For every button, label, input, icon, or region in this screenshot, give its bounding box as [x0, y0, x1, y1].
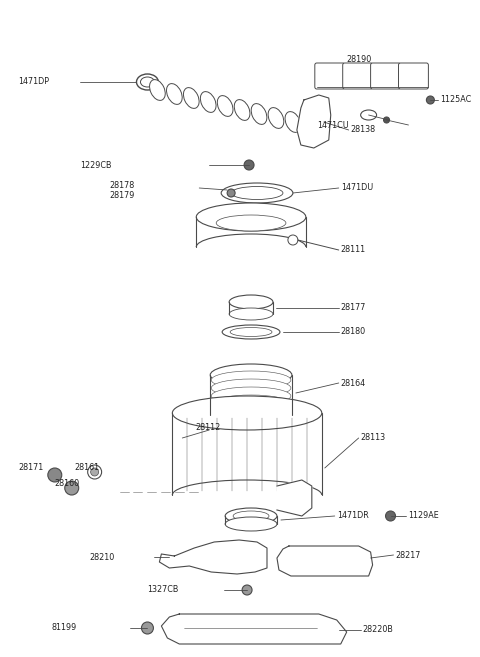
- Text: 28112: 28112: [195, 424, 220, 432]
- Text: 1471DR: 1471DR: [337, 512, 369, 520]
- Ellipse shape: [150, 79, 165, 101]
- Ellipse shape: [211, 403, 291, 421]
- Ellipse shape: [211, 371, 291, 389]
- Text: 28113: 28113: [360, 434, 386, 443]
- Ellipse shape: [268, 108, 284, 128]
- FancyBboxPatch shape: [315, 63, 345, 89]
- Ellipse shape: [141, 77, 155, 87]
- Text: 81199: 81199: [52, 623, 77, 633]
- Ellipse shape: [229, 308, 273, 320]
- Circle shape: [385, 511, 396, 521]
- Circle shape: [65, 481, 79, 495]
- Polygon shape: [277, 480, 312, 516]
- Ellipse shape: [360, 110, 377, 120]
- Text: 28160: 28160: [55, 480, 80, 489]
- Text: 28171: 28171: [18, 463, 43, 472]
- Polygon shape: [159, 540, 267, 574]
- Text: 28190: 28190: [347, 55, 372, 64]
- FancyBboxPatch shape: [398, 63, 428, 89]
- Circle shape: [426, 96, 434, 104]
- Ellipse shape: [183, 87, 199, 108]
- Ellipse shape: [172, 396, 322, 430]
- Ellipse shape: [285, 112, 301, 133]
- Text: 1229CB: 1229CB: [80, 160, 111, 170]
- Text: 28164: 28164: [341, 378, 366, 388]
- Circle shape: [227, 189, 235, 197]
- Circle shape: [48, 468, 62, 482]
- Ellipse shape: [217, 96, 233, 116]
- Ellipse shape: [313, 556, 345, 568]
- Ellipse shape: [232, 631, 262, 639]
- Text: 28179: 28179: [109, 191, 135, 200]
- Text: 28161: 28161: [75, 463, 100, 472]
- Circle shape: [288, 235, 298, 245]
- Circle shape: [242, 585, 252, 595]
- Ellipse shape: [229, 295, 273, 309]
- FancyBboxPatch shape: [343, 63, 372, 89]
- Ellipse shape: [221, 183, 293, 203]
- Ellipse shape: [211, 379, 291, 397]
- Text: 28177: 28177: [341, 304, 366, 313]
- Ellipse shape: [231, 187, 283, 200]
- Ellipse shape: [230, 327, 272, 336]
- Circle shape: [88, 465, 102, 479]
- Ellipse shape: [136, 74, 158, 90]
- Text: 1471DP: 1471DP: [18, 78, 49, 87]
- Ellipse shape: [225, 517, 277, 531]
- Ellipse shape: [211, 387, 291, 405]
- Circle shape: [142, 622, 154, 634]
- Text: 1125AC: 1125AC: [440, 95, 471, 104]
- Circle shape: [244, 160, 254, 170]
- Circle shape: [91, 468, 98, 476]
- Polygon shape: [297, 95, 331, 148]
- Text: 1327CB: 1327CB: [147, 585, 179, 595]
- Ellipse shape: [225, 508, 277, 524]
- Text: 28138: 28138: [351, 125, 376, 135]
- Text: 28180: 28180: [341, 327, 366, 336]
- Ellipse shape: [216, 215, 286, 231]
- Polygon shape: [277, 546, 372, 576]
- Text: 28178: 28178: [109, 181, 135, 189]
- Text: 28210: 28210: [90, 553, 115, 562]
- Ellipse shape: [251, 104, 267, 124]
- Ellipse shape: [233, 511, 269, 521]
- Ellipse shape: [200, 91, 216, 112]
- Ellipse shape: [211, 395, 291, 413]
- Ellipse shape: [222, 325, 280, 339]
- Text: 28111: 28111: [341, 246, 366, 254]
- Text: 28217: 28217: [396, 551, 421, 560]
- Ellipse shape: [196, 203, 306, 231]
- Ellipse shape: [234, 100, 250, 120]
- Circle shape: [384, 117, 390, 123]
- Ellipse shape: [167, 83, 182, 104]
- Text: 1471DU: 1471DU: [341, 183, 373, 193]
- Text: 1129AE: 1129AE: [408, 512, 439, 520]
- Polygon shape: [161, 614, 347, 644]
- Text: 28220B: 28220B: [362, 625, 394, 635]
- Ellipse shape: [210, 364, 292, 386]
- Text: 1471CU: 1471CU: [317, 120, 348, 129]
- FancyBboxPatch shape: [371, 63, 400, 89]
